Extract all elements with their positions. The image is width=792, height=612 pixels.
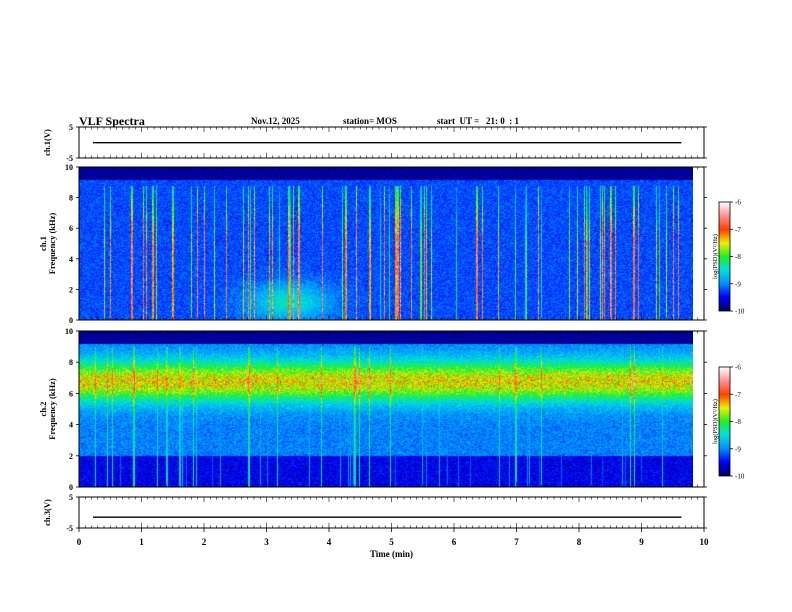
colorbar-tick-label: -8 — [735, 418, 741, 426]
y-tick-label: 0 — [69, 483, 73, 492]
y-tick-label: -5 — [66, 524, 73, 533]
y-tick-label: 4 — [69, 421, 73, 430]
x-tick-label: 4 — [327, 537, 332, 547]
colorbar-gradient-2 — [719, 367, 730, 476]
x-tick-label: 2 — [202, 537, 207, 547]
colorbar-tick-label: -10 — [735, 473, 745, 481]
date-label: Nov.12, 2025 — [251, 116, 300, 126]
colorbar-tick-label: -6 — [735, 199, 741, 207]
y-axis-label: ch.1 — [38, 236, 48, 251]
y-tick-label: 6 — [69, 389, 73, 398]
y-tick-label: 8 — [69, 358, 73, 367]
spectrogram-image-1 — [79, 167, 693, 320]
colorbar-tick-label: -6 — [735, 364, 741, 372]
y-tick-label: 10 — [65, 327, 73, 336]
y-tick-label: -5 — [66, 154, 73, 163]
start-time-label: start UT = 21: 0 : 1 — [437, 116, 519, 126]
station-label: station= MOS — [343, 116, 397, 126]
colorbar-tick-label: -9 — [735, 445, 741, 453]
x-tick-label: 5 — [389, 537, 394, 547]
y-tick-label: 4 — [69, 255, 73, 264]
x-axis-label: Time (min) — [370, 549, 413, 559]
colorbar-tick-label: -10 — [735, 308, 745, 316]
y-tick-label: 2 — [69, 452, 73, 461]
x-tick-label: 9 — [639, 537, 644, 547]
colorbar-gradient-1 — [719, 202, 730, 311]
colorbar-tick-label: -9 — [735, 280, 741, 288]
colorbar-label: log(PSD)(V²/Hz) — [712, 234, 719, 279]
y-tick-label: 2 — [69, 285, 73, 294]
y-axis-label: Frequency (kHz) — [47, 378, 57, 440]
y-axis-label: ch.3(V) — [42, 499, 52, 526]
y-tick-label: 8 — [69, 194, 73, 203]
spectrogram-image-2 — [79, 331, 693, 487]
y-tick-label: 10 — [65, 163, 73, 172]
y-tick-label: 6 — [69, 224, 73, 233]
y-tick-label: 0 — [69, 316, 73, 325]
colorbar-tick-label: -7 — [735, 226, 741, 234]
x-tick-label: 10 — [700, 537, 710, 547]
chart-title: VLF Spectra — [79, 114, 145, 128]
y-tick-label: 5 — [69, 493, 73, 502]
y-axis-label: ch.1(V) — [42, 129, 52, 156]
x-tick-label: 6 — [452, 537, 457, 547]
x-tick-label: 8 — [577, 537, 582, 547]
x-tick-label: 7 — [514, 537, 519, 547]
colorbar-label: log(PSD)(V²/Hz) — [712, 399, 719, 444]
colorbar-tick-label: -7 — [735, 391, 741, 399]
x-tick-label: 3 — [264, 537, 269, 547]
y-axis-label: Frequency (kHz) — [47, 213, 57, 275]
x-tick-label: 1 — [139, 537, 144, 547]
y-tick-label: 5 — [69, 123, 73, 132]
y-axis-label: ch.2 — [38, 402, 48, 417]
x-tick-label: 0 — [77, 537, 82, 547]
colorbar-tick-label: -8 — [735, 253, 741, 261]
